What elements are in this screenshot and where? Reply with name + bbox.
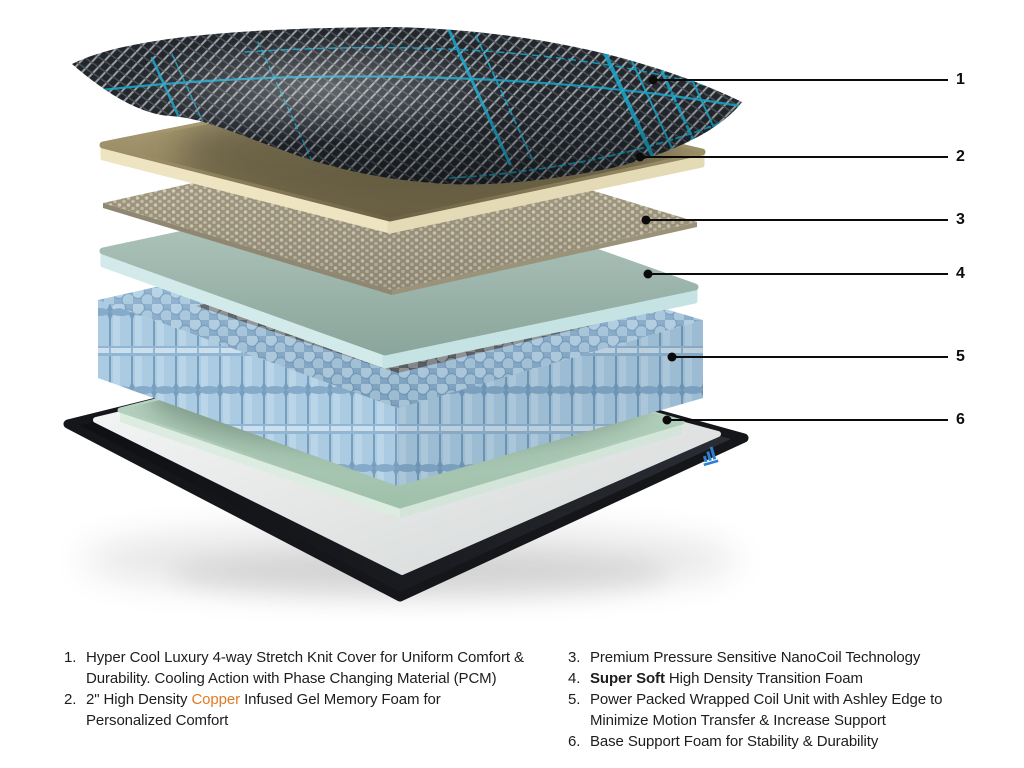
- feature-item-1: 1. Hyper Cool Luxury 4-way Stretch Knit …: [64, 647, 569, 689]
- copper-highlight: Copper: [191, 691, 241, 708]
- feature-column-left: 1. Hyper Cool Luxury 4-way Stretch Knit …: [64, 647, 569, 731]
- callout-number-3: 3: [956, 211, 965, 228]
- coil-side-right: [398, 320, 703, 486]
- callout-line-6: [662, 415, 948, 425]
- feature-text-4: Super Soft High Density Transition Foam: [590, 668, 1024, 689]
- callout-line-5: [667, 352, 948, 362]
- callout-lines: [635, 75, 948, 425]
- feature-text-3: Premium Pressure Sensitive NanoCoil Tech…: [590, 647, 1024, 668]
- feature-text-5: Power Packed Wrapped Coil Unit with Ashl…: [590, 689, 1024, 731]
- feature-number-1: 1.: [64, 649, 77, 666]
- bold-highlight: Super Soft: [590, 670, 665, 687]
- feature-number-4: 4.: [568, 670, 581, 687]
- mattress-diagram: [63, 27, 948, 602]
- feature-number-6: 6.: [568, 733, 581, 750]
- feature-line: High Density Transition Foam: [664, 670, 863, 687]
- callout-number-1: 1: [956, 71, 965, 88]
- callout-line-4: [643, 269, 948, 279]
- feature-line: Personalized Comfort: [86, 712, 229, 729]
- feature-item-6: 6. Base Support Foam for Stability & Dur…: [568, 731, 1024, 752]
- feature-item-3: 3. Premium Pressure Sensitive NanoCoil T…: [568, 647, 1024, 668]
- callout-number-5: 5: [956, 348, 965, 365]
- callout-number-6: 6: [956, 411, 965, 428]
- feature-line: Infused Gel Memory Foam for: [240, 691, 441, 708]
- feature-line: Base Support Foam for Stability & Durabi…: [590, 733, 879, 750]
- feature-line: 2" High Density: [86, 691, 192, 708]
- layer-1-stretch-knit-cover: [72, 27, 742, 185]
- base-foam-side-left: [120, 410, 400, 518]
- feature-column-right: 3. Premium Pressure Sensitive NanoCoil T…: [568, 647, 1024, 752]
- feature-line: Durability. Cooling Action with Phase Ch…: [86, 670, 497, 687]
- feature-text-1: Hyper Cool Luxury 4-way Stretch Knit Cov…: [86, 647, 569, 689]
- feature-text-2: 2" High Density Copper Infused Gel Memor…: [86, 689, 569, 731]
- feature-number-5: 5.: [568, 691, 581, 708]
- callout-line-3: [641, 215, 948, 225]
- ashley-bars-logo: [702, 446, 719, 467]
- feature-number-2: 2.: [64, 691, 77, 708]
- base-foam-side-right: [400, 422, 682, 518]
- feature-text-6: Base Support Foam for Stability & Durabi…: [590, 731, 1024, 752]
- feature-item-2: 2. 2" High Density Copper Infused Gel Me…: [64, 689, 569, 731]
- feature-item-4: 4. Super Soft High Density Transition Fo…: [568, 668, 1024, 689]
- feature-line: Premium Pressure Sensitive NanoCoil Tech…: [590, 649, 921, 666]
- feature-item-5: 5. Power Packed Wrapped Coil Unit with A…: [568, 689, 1024, 731]
- nanocoil-side-right: [392, 222, 697, 295]
- callout-line-2: [635, 152, 948, 162]
- feature-number-3: 3.: [568, 649, 581, 666]
- feature-line: Power Packed Wrapped Coil Unit with Ashl…: [590, 691, 943, 708]
- nanocoil-side-left: [103, 203, 392, 295]
- coil-side-left: [98, 300, 398, 486]
- feature-line: Hyper Cool Luxury 4-way Stretch Knit Cov…: [86, 649, 524, 666]
- callout-number-2: 2: [956, 148, 965, 165]
- feature-line: Minimize Motion Transfer & Increase Supp…: [590, 712, 886, 729]
- callout-line-1: [648, 75, 948, 85]
- callout-number-4: 4: [956, 265, 965, 282]
